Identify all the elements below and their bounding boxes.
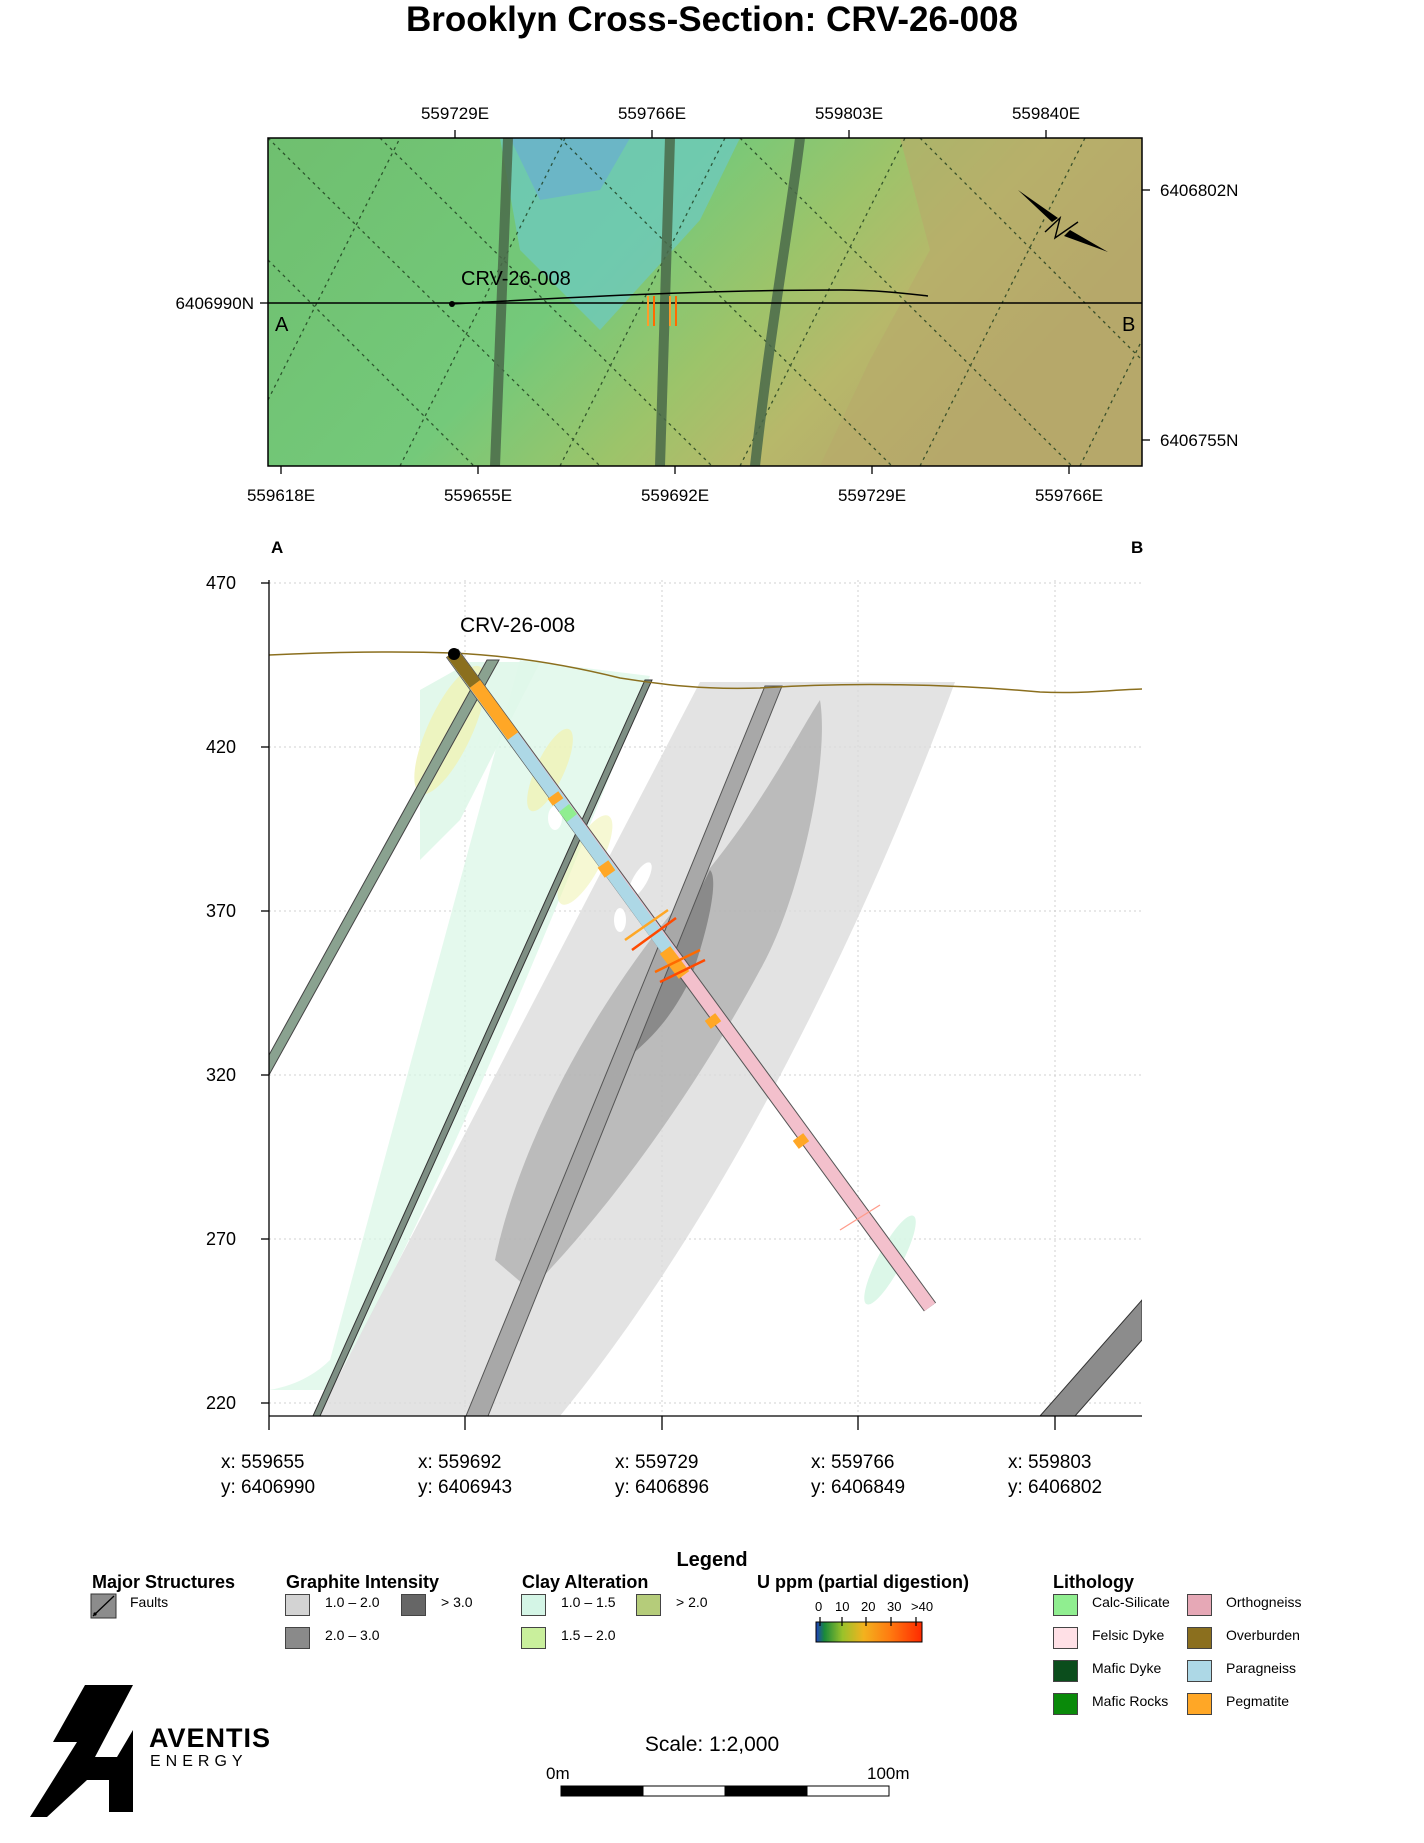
plan-section-start: A (275, 314, 289, 336)
graphite-label: 1.0 – 2.0 (325, 1594, 380, 1610)
logo-subtitle: ENERGY (150, 1753, 248, 1770)
legend-uranium-heading: U ppm (partial digestion) (757, 1572, 970, 1592)
lithology-label: Felsic Dyke (1092, 1627, 1165, 1643)
uranium-marks (624, 908, 881, 1231)
scale-bar (560, 1785, 890, 1797)
scale-end-label: 100m (867, 1764, 910, 1783)
clay-label: 1.0 – 1.5 (561, 1594, 616, 1610)
section-x-coordinate: x: 559692 y: 6406943 (418, 1452, 513, 1498)
graphite-swatch (285, 1627, 310, 1649)
legend-structures-heading: Major Structures (92, 1572, 236, 1592)
topography-line (269, 651, 1142, 694)
lithology-label: Pegmatite (1226, 1693, 1290, 1709)
lithology-swatch (1187, 1594, 1212, 1616)
uranium-tick: >40 (911, 1599, 934, 1614)
graphite-label: 2.0 – 3.0 (325, 1627, 380, 1643)
lithology-swatch (1053, 1660, 1078, 1682)
lithology-label: Orthogneiss (1226, 1594, 1302, 1610)
lithology-swatch (1053, 1594, 1078, 1616)
clay-low-zone (269, 660, 650, 1390)
plan-bottom-tick: 559766E (1034, 486, 1104, 505)
plan-section-end: B (1122, 314, 1136, 336)
section-x-coordinate: x: 559803 y: 6406802 (1008, 1452, 1103, 1498)
plan-pegmatite-marks (647, 296, 677, 326)
lithology-label: Calc-Silicate (1092, 1594, 1170, 1610)
section-x-coordinate: x: 559655 y: 6406990 (221, 1452, 316, 1498)
section-y-tick: 370 (205, 901, 236, 921)
section-x-coordinate: x: 559729 y: 6406896 (615, 1452, 710, 1498)
plan-left-tick: 6406990N (175, 294, 254, 313)
section-y-tick: 320 (205, 1065, 236, 1085)
plan-top-tick: 559766E (617, 104, 687, 123)
lithology-swatch (1187, 1660, 1212, 1682)
section-y-tick: 270 (205, 1229, 236, 1249)
graphite-label: > 3.0 (441, 1594, 473, 1610)
uranium-color-ramp (815, 1617, 923, 1643)
legend-graphite-heading: Graphite Intensity (286, 1572, 440, 1592)
north-arrow-icon (1018, 190, 1108, 252)
section-hole-label: CRV-26-008 (460, 614, 576, 637)
plan-hole-trace (451, 289, 929, 305)
clay-swatch (636, 1594, 661, 1616)
section-end-a: A (271, 538, 284, 557)
uranium-tick: 0 (815, 1599, 823, 1614)
legend-clay-heading: Clay Alteration (522, 1572, 649, 1592)
clay-label: 1.5 – 2.0 (561, 1627, 616, 1643)
plan-top-tick: 559729E (420, 104, 490, 123)
plan-bottom-tick: 559655E (443, 486, 513, 505)
section-end-b: B (1131, 538, 1144, 557)
graphite-swatch (401, 1594, 426, 1616)
uranium-tick: 10 (835, 1599, 850, 1614)
legend-lithology-heading: Lithology (1053, 1572, 1134, 1592)
scale-start-label: 0m (546, 1764, 570, 1783)
legend-title: Legend (676, 1549, 748, 1571)
plan-top-tick: 559803E (814, 104, 884, 123)
lithology-swatch (1187, 1627, 1212, 1649)
logo-wordmark: AVENTIS (149, 1723, 272, 1753)
plan-hole-label: CRV-26-008 (461, 268, 571, 290)
aventis-logo-icon (30, 1685, 133, 1817)
lithology-label: Mafic Dyke (1092, 1660, 1162, 1676)
clay-swatch (521, 1594, 546, 1616)
plan-bottom-tick: 559618E (246, 486, 316, 505)
uranium-tick: 30 (887, 1599, 902, 1614)
plan-top-tick: 559840E (1011, 104, 1081, 123)
plan-right-tick: 6406755N (1160, 431, 1239, 450)
plan-bottom-tick: 559692E (640, 486, 710, 505)
plan-bottom-tick: 559729E (837, 486, 907, 505)
section-x-coordinate: x: 559766 y: 6406849 (811, 1452, 906, 1498)
cross-section (261, 580, 1142, 1430)
page-title: Brooklyn Cross-Section: CRV-26-008 (405, 0, 1019, 39)
section-y-tick: 420 (205, 737, 236, 757)
lithology-label: Paragneiss (1226, 1660, 1297, 1676)
fault-structures (269, 659, 1142, 1416)
section-y-tick: 470 (205, 573, 236, 593)
clay-swatch (521, 1627, 546, 1649)
plan-map (260, 130, 1150, 474)
lithology-swatch (1053, 1693, 1078, 1715)
graphite-swatch (285, 1594, 310, 1616)
section-collar (448, 648, 460, 660)
legend-fault-label: Faults (130, 1594, 169, 1610)
clay-label: > 2.0 (676, 1594, 708, 1610)
plan-collar (449, 301, 455, 307)
drillhole-trace (445, 648, 937, 1312)
lithology-label: Overburden (1226, 1627, 1300, 1643)
uranium-tick: 20 (861, 1599, 876, 1614)
plan-right-tick: 6406802N (1160, 181, 1239, 200)
lithology-swatch (1187, 1693, 1212, 1715)
lithology-swatch (1053, 1627, 1078, 1649)
section-y-tick: 220 (205, 1393, 236, 1413)
lithology-label: Mafic Rocks (1092, 1693, 1169, 1709)
fault-symbol-icon (90, 1593, 117, 1619)
scale-text: Scale: 1:2,000 (644, 1733, 780, 1756)
